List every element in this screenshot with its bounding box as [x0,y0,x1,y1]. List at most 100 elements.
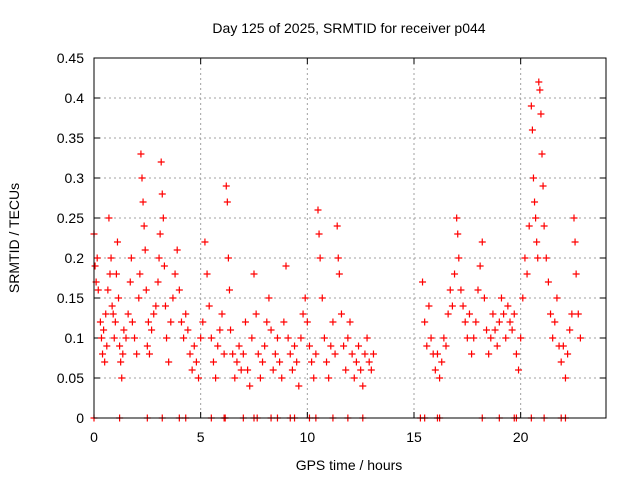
data-point [165,358,173,366]
data-point [195,374,203,382]
data-point [188,366,196,374]
data-point [359,382,367,390]
x-tick-label: 10 [300,429,316,445]
y-tick-label: 0.4 [65,90,85,106]
data-point [180,334,188,342]
data-point [363,334,371,342]
data-point [190,342,198,350]
data-point [478,238,486,246]
x-tick-label: 0 [90,429,98,445]
data-point [532,214,540,222]
data-point [91,262,99,270]
plot-frame [93,57,607,419]
data-point [553,294,561,302]
data-point [263,318,271,326]
data-point [269,366,277,374]
data-point [203,270,211,278]
data-point [184,326,192,334]
data-point [220,350,228,358]
data-point [549,334,557,342]
data-point [148,326,156,334]
data-point [113,238,121,246]
data-point [154,278,162,286]
data-point [119,350,127,358]
data-point [273,334,281,342]
data-point [331,350,339,358]
data-point [559,342,567,350]
data-point [454,230,462,238]
data-point [156,230,164,238]
data-point [544,278,552,286]
data-point [136,270,144,278]
data-point [472,318,480,326]
data-point [495,318,503,326]
data-point [508,326,516,334]
data-point [327,342,335,350]
data-point [334,254,342,262]
data-point [239,350,247,358]
data-point [133,350,141,358]
x-tick-label: 20 [513,429,529,445]
data-point [103,342,111,350]
y-tick-label: 0.15 [57,290,84,306]
data-point [448,302,456,310]
data-point [93,254,101,262]
data-point [137,150,145,158]
data-point [367,366,375,374]
data-point [459,302,467,310]
data-point [335,270,343,278]
data-point [521,254,529,262]
data-point [299,310,307,318]
data-point [320,334,328,342]
data-point [171,270,179,278]
data-point [485,350,493,358]
data-point [440,334,448,342]
data-point [529,174,537,182]
data-point [276,358,284,366]
data-point [280,318,288,326]
data-point [96,318,104,326]
data-point [487,334,495,342]
data-point [519,294,527,302]
data-point [564,350,572,358]
data-point [523,270,531,278]
data-point [438,358,446,366]
data-point [265,294,273,302]
data-point [157,158,165,166]
data-point [271,350,279,358]
data-point [192,358,200,366]
data-point [566,326,574,334]
data-point [301,294,309,302]
data-point [463,334,471,342]
data-point [355,342,363,350]
data-point [254,350,262,358]
data-point [160,262,168,270]
data-point [199,318,207,326]
data-point [425,302,433,310]
data-point [216,326,224,334]
data-point [244,366,252,374]
data-point [235,342,243,350]
data-point [128,318,136,326]
data-point [120,326,128,334]
data-point [533,238,541,246]
data-point [337,310,345,318]
data-point [571,238,579,246]
data-point [177,318,185,326]
data-point [325,374,333,382]
data-point [175,286,183,294]
data-point [150,310,158,318]
data-point [470,334,478,342]
data-point [182,310,190,318]
data-point [442,342,450,350]
data-point [152,302,160,310]
x-tick-label: 15 [406,429,422,445]
data-point [282,262,290,270]
data-points [90,78,584,422]
data-point [531,198,539,206]
data-point [246,382,254,390]
y-tick-label: 0.25 [57,210,84,226]
data-point [140,222,148,230]
data-point [323,358,331,366]
data-point [535,78,543,86]
